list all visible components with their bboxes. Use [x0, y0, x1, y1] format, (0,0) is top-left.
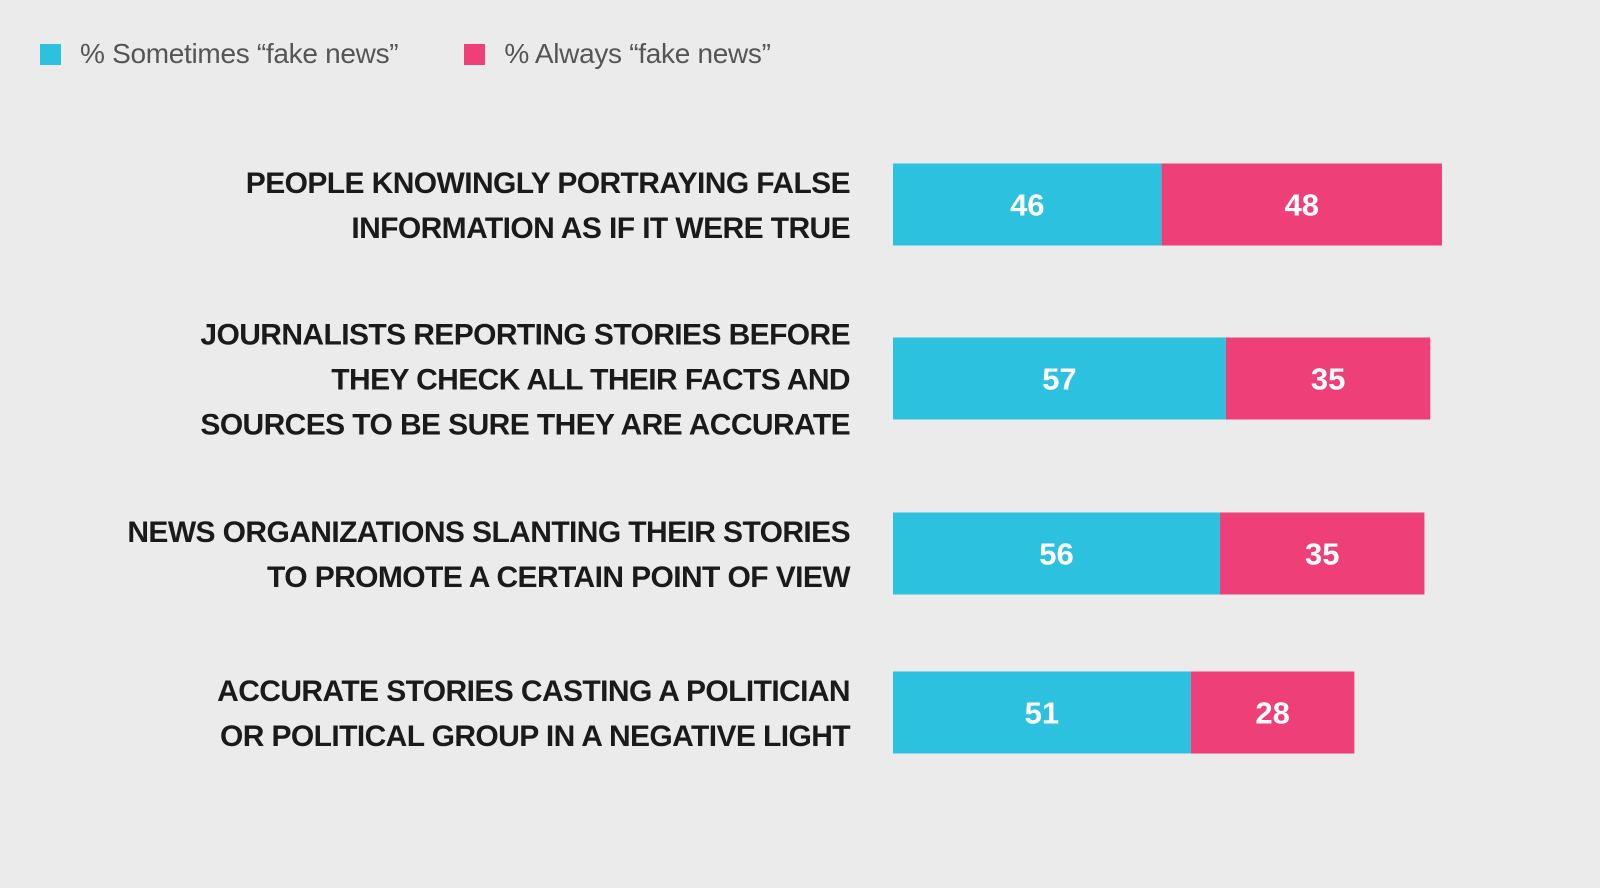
bar-sometimes: [893, 512, 1221, 595]
bar-always: [1161, 163, 1442, 246]
legend-item-always: % Always “fake news”: [464, 38, 771, 70]
value-label-sometimes: 51: [1025, 696, 1059, 731]
category-label: ACCURATE STORIES CASTING A POLITICIAN OR …: [217, 675, 850, 753]
legend-swatch-sometimes: [40, 43, 61, 65]
bar-sometimes: [893, 671, 1191, 754]
legend-item-sometimes: % Sometimes “fake news”: [40, 38, 399, 70]
value-label-always: 28: [1255, 696, 1289, 731]
legend-label-sometimes: % Sometimes “fake news”: [80, 38, 399, 69]
legend-swatch-always: [464, 43, 486, 65]
category-label-line: NEWS ORGANIZATIONS SLANTING THEIR STORIE…: [127, 516, 850, 549]
category-label: PEOPLE KNOWINGLY PORTRAYING FALSE INFORMA…: [246, 167, 850, 245]
value-label-always: 35: [1305, 537, 1339, 572]
category-label-line: INFORMATION AS IF IT WERE TRUE: [351, 212, 850, 245]
bar-sometimes: [893, 337, 1226, 420]
value-label-always: 35: [1311, 362, 1345, 397]
bar-always: [1190, 671, 1355, 754]
category-label-line: OR POLITICAL GROUP IN A NEGATIVE LIGHT: [220, 720, 850, 753]
category-label-line: TO PROMOTE A CERTAIN POINT OF VIEW: [267, 561, 851, 594]
category-label-line: PEOPLE KNOWINGLY PORTRAYING FALSE: [246, 167, 850, 200]
value-label-sometimes: 46: [1010, 188, 1044, 223]
legend-label-always: % Always “fake news”: [504, 38, 771, 69]
value-label-always: 48: [1285, 188, 1319, 223]
value-label-sometimes: 56: [1039, 537, 1073, 572]
bar-always: [1225, 337, 1431, 420]
category-label-line: THEY CHECK ALL THEIR FACTS AND: [331, 364, 850, 397]
category-label: NEWS ORGANIZATIONS SLANTING THEIR STORIE…: [127, 516, 851, 594]
legend: % Sometimes “fake news” % Always “fake n…: [40, 38, 837, 70]
category-label-line: SOURCES TO BE SURE THEY ARE ACCURATE: [200, 409, 850, 442]
bar-always: [1220, 512, 1425, 595]
value-label-sometimes: 57: [1042, 362, 1076, 397]
category-label-line: ACCURATE STORIES CASTING A POLITICIAN: [217, 675, 850, 708]
bar-sometimes: [893, 163, 1162, 246]
category-label-line: JOURNALISTS REPORTING STORIES BEFORE: [200, 319, 850, 352]
category-label: JOURNALISTS REPORTING STORIES BEFORE THEY…: [200, 319, 850, 442]
